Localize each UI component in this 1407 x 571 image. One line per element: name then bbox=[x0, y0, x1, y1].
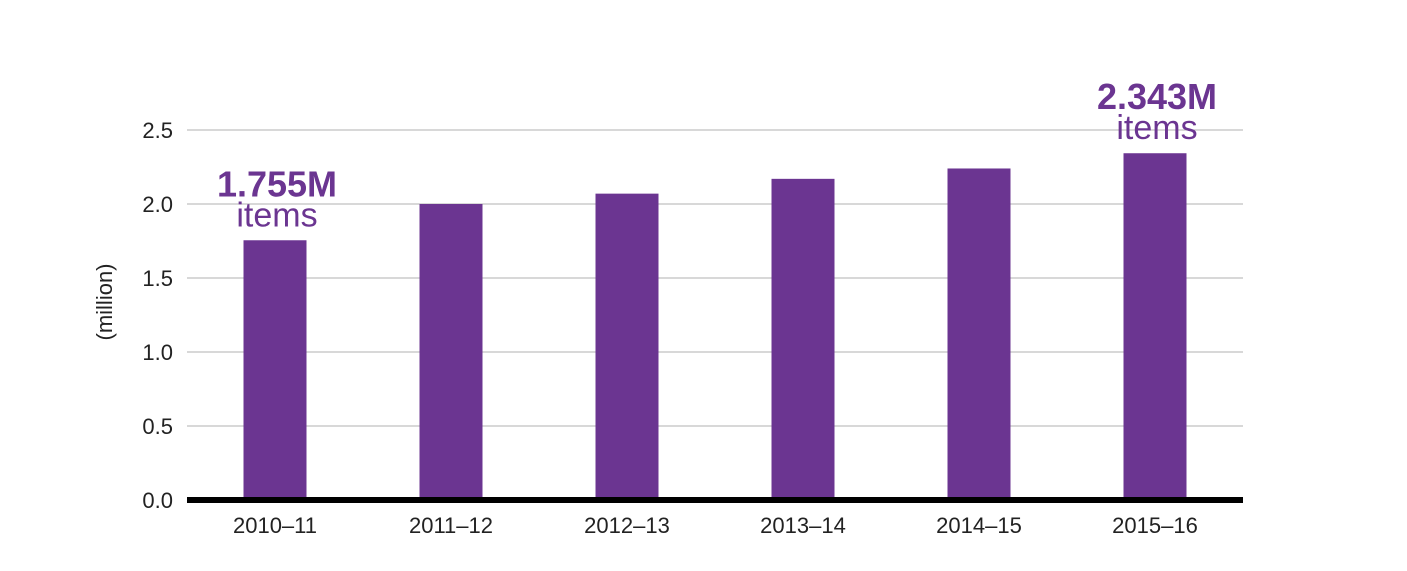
data-label-unit: items bbox=[236, 196, 317, 234]
x-tick-label: 2011–12 bbox=[409, 513, 493, 538]
bar bbox=[771, 178, 835, 500]
data-label-value: 2.343M bbox=[1097, 76, 1217, 117]
bars bbox=[243, 153, 1187, 501]
bar bbox=[243, 240, 307, 500]
y-tick-label: 0.0 bbox=[142, 488, 173, 513]
x-tick-label: 2013–14 bbox=[760, 513, 846, 538]
y-tick-label: 1.0 bbox=[142, 340, 173, 365]
y-tick-label: 1.5 bbox=[142, 266, 173, 291]
bar bbox=[595, 193, 659, 500]
y-axis-label: (million) bbox=[92, 264, 117, 341]
gridlines bbox=[187, 129, 1243, 427]
y-tick-label: 2.0 bbox=[142, 192, 173, 217]
y-tick-label: 0.5 bbox=[142, 414, 173, 439]
bar bbox=[1123, 153, 1187, 500]
x-tick-label: 2015–16 bbox=[1112, 513, 1198, 538]
data-label-unit: items bbox=[1116, 109, 1197, 147]
bar bbox=[947, 168, 1011, 501]
x-tick-label: 2014–15 bbox=[936, 513, 1022, 538]
x-tick-label: 2012–13 bbox=[584, 513, 670, 538]
x-tick-label: 2010–11 bbox=[233, 513, 317, 538]
y-tick-label: 2.5 bbox=[142, 118, 173, 143]
bar bbox=[419, 204, 483, 500]
labels: 0.0 0.5 1.0 1.5 2.0 2.5 2010–11 2011–12 2012–13 2… bbox=[142, 76, 1217, 538]
data-label-value: 1.755M bbox=[217, 163, 337, 204]
